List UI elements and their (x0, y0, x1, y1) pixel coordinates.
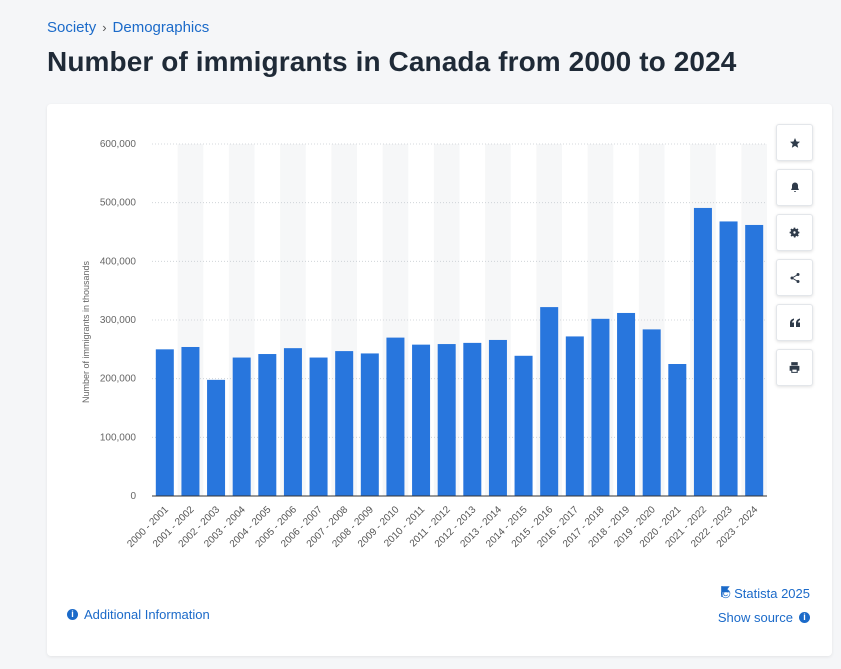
info-icon: i (799, 612, 810, 623)
bar (386, 337, 405, 496)
share-icon (790, 272, 799, 283)
y-axis-label: Number of immigrants in thousands (81, 260, 91, 403)
y-tick-label: 600,000 (100, 139, 137, 150)
bar (360, 353, 379, 496)
bar (745, 224, 764, 496)
additional-information-label: Additional Information (84, 607, 210, 622)
breadcrumb: Society › Demographics (47, 19, 209, 36)
y-tick-label: 300,000 (100, 315, 137, 326)
show-source-link[interactable]: Show source i (718, 610, 810, 625)
chart-toolbar (776, 124, 813, 386)
favorite-button[interactable] (776, 124, 813, 161)
bar (412, 344, 431, 496)
bell-icon (790, 182, 799, 192)
page-title: Number of immigrants in Canada from 2000… (47, 46, 737, 77)
y-tick-label: 0 (130, 491, 136, 502)
breadcrumb-society[interactable]: Society (47, 19, 97, 36)
y-tick-label: 200,000 (100, 374, 137, 385)
breadcrumb-demographics[interactable]: Demographics (112, 19, 210, 36)
bar (283, 348, 302, 496)
bar (488, 339, 507, 496)
bar (335, 351, 354, 496)
copyright[interactable]: © Statista 2025 (721, 586, 810, 601)
bar (617, 312, 636, 496)
bar (463, 342, 482, 496)
star-icon (789, 137, 800, 148)
bar (591, 318, 610, 496)
bar (437, 344, 456, 496)
y-tick-label: 100,000 (100, 432, 137, 443)
copyright-label: © Statista 2025 (720, 586, 810, 601)
notification-button[interactable] (776, 169, 813, 206)
chart-card: 0 100,000 200,000 300,000 400,000 500,000 600,… (47, 104, 832, 656)
settings-button[interactable] (776, 214, 813, 251)
print-button[interactable] (776, 349, 813, 386)
show-source-label: Show source (717, 610, 793, 625)
bar (258, 354, 277, 496)
bar (642, 329, 661, 496)
flag-icon (721, 586, 730, 597)
bar (181, 346, 200, 496)
print-icon (789, 362, 800, 373)
y-tick-label: 500,000 (100, 198, 137, 209)
y-tick-label: 400,000 (100, 256, 137, 267)
additional-information-link[interactable]: i Additional Information (67, 607, 210, 622)
bar (309, 357, 328, 496)
cite-button[interactable] (776, 304, 813, 341)
bar (514, 355, 533, 496)
bar (207, 379, 226, 496)
bar (232, 357, 251, 496)
bar (668, 364, 687, 496)
bar-chart: 0 100,000 200,000 300,000 400,000 500,000 600,… (81, 139, 767, 550)
breadcrumb-separator: › (102, 20, 107, 35)
bar (565, 336, 584, 496)
bar (540, 307, 559, 496)
bar (155, 349, 174, 496)
quote-icon (789, 318, 800, 327)
gear-icon (789, 227, 800, 238)
bar (719, 221, 738, 496)
share-button[interactable] (776, 259, 813, 296)
bar (693, 207, 712, 496)
info-icon: i (67, 609, 78, 620)
